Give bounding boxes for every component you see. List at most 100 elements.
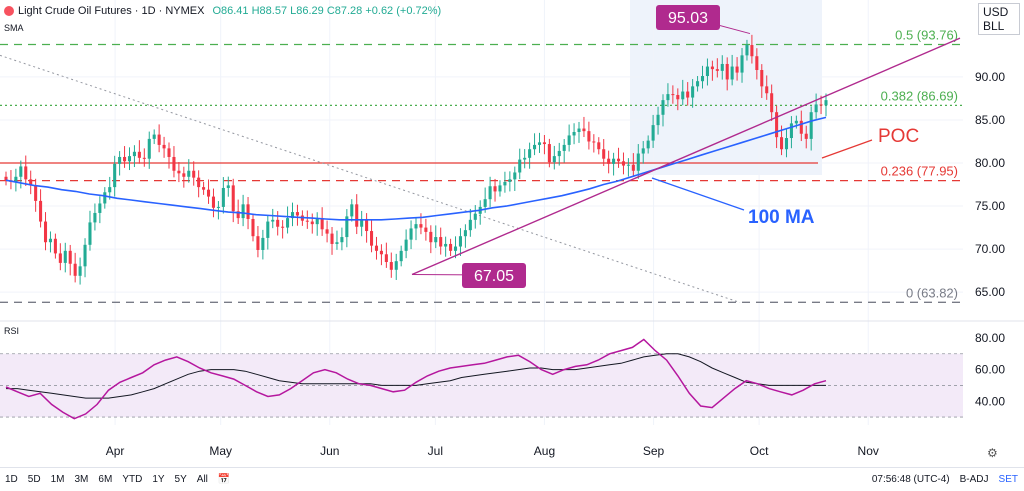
candle-body — [740, 55, 744, 73]
candle-body — [389, 262, 393, 270]
candle-body — [340, 237, 344, 243]
candle-body — [419, 224, 423, 228]
y-tick-label: 90.00 — [975, 70, 1005, 84]
candle-body — [384, 254, 388, 263]
candle-body — [720, 63, 724, 71]
candle-body — [147, 138, 151, 159]
time-axis: Apr May Jun Jul Aug Sep Oct Nov — [106, 444, 879, 458]
candle-body — [513, 172, 517, 180]
candle-body — [804, 133, 808, 139]
candle-body — [221, 187, 225, 207]
candle-body — [542, 142, 546, 145]
rsi-line — [5, 338, 827, 420]
candle-body — [616, 158, 621, 162]
candle-body — [34, 185, 38, 201]
timeframe-1m[interactable]: 1M — [50, 474, 65, 485]
set-button[interactable]: SET — [998, 474, 1018, 485]
candle-body — [434, 237, 438, 243]
candle-body — [305, 220, 309, 222]
candle-body — [19, 166, 23, 177]
candle-body — [597, 142, 601, 150]
candle-body — [780, 137, 784, 150]
candle-body — [429, 231, 433, 243]
candle-body — [68, 250, 72, 264]
candle-body — [330, 233, 334, 244]
ma-series — [5, 116, 827, 221]
x-tick-label: Nov — [858, 444, 879, 458]
candle-body — [113, 163, 117, 188]
candle-body — [24, 166, 28, 180]
fib-level-label: 0.382 (86.69) — [881, 88, 958, 103]
candle-body — [523, 157, 527, 160]
candle-body — [58, 253, 62, 263]
timeframe-ytd[interactable]: YTD — [122, 474, 143, 485]
gear-icon[interactable]: ⚙ — [987, 446, 998, 460]
candle-body — [88, 222, 92, 245]
candle-body — [508, 179, 512, 182]
candle-body — [162, 144, 166, 149]
candle-body — [755, 56, 759, 70]
timeframe-5y[interactable]: 5Y — [174, 474, 187, 485]
badj-button[interactable]: B-ADJ — [959, 474, 989, 485]
candle-body — [394, 261, 398, 270]
currency-unit[interactable]: BLL — [983, 19, 1005, 33]
candle-body — [142, 157, 146, 159]
rsi-tick-label: 60.00 — [975, 363, 1005, 377]
candle-body — [533, 144, 537, 150]
candle-body — [370, 231, 374, 246]
candle-body — [547, 144, 551, 163]
candle-body — [641, 148, 645, 154]
candle-body — [39, 200, 43, 222]
timeframe-3m[interactable]: 3M — [74, 474, 89, 485]
rsi-pane: 80.00 60.00 40.00 — [0, 331, 1005, 420]
candle-body — [587, 131, 591, 142]
candle-body — [621, 161, 626, 166]
candle-body — [770, 93, 774, 113]
ascending-trendline — [411, 37, 961, 276]
candle-body — [557, 150, 561, 157]
candle-body — [256, 236, 260, 250]
fib-level-label: 0.236 (77.95) — [881, 164, 958, 179]
candle-body — [335, 242, 339, 244]
currency-selector[interactable]: USD BLL — [978, 3, 1020, 35]
calendar-icon[interactable]: 📅 — [217, 474, 231, 485]
candle-body — [379, 250, 383, 255]
candle-body — [123, 156, 127, 162]
candle-body — [202, 187, 206, 190]
candle-body — [735, 66, 739, 73]
fib-level-label: 0 (63.82) — [906, 285, 958, 300]
y-tick-label: 65.00 — [975, 285, 1005, 299]
candle-body — [43, 221, 48, 243]
candle-body — [187, 170, 191, 177]
candle-body — [192, 170, 196, 178]
candle-body — [365, 218, 369, 232]
currency-usd[interactable]: USD — [983, 5, 1009, 19]
candle-body — [503, 181, 507, 186]
candle-body — [118, 156, 122, 164]
candle-body — [750, 45, 754, 57]
candle-body — [483, 199, 487, 207]
timeframe-1y[interactable]: 1Y — [152, 474, 165, 485]
timeframe-1d[interactable]: 1D — [5, 474, 18, 485]
timeframe-all[interactable]: All — [196, 474, 208, 485]
candle-body — [320, 218, 324, 230]
candle-body — [799, 120, 803, 134]
indicator-label-sma[interactable]: SMA — [4, 23, 24, 33]
candle-body — [715, 69, 719, 71]
y-tick-label: 85.00 — [975, 113, 1005, 127]
candle-body — [399, 250, 403, 262]
timeframe-6m[interactable]: 6M — [98, 474, 113, 485]
candle-body — [612, 158, 616, 164]
candle-body — [468, 219, 472, 231]
candle-body — [439, 237, 443, 247]
candle-body — [814, 104, 818, 113]
clock[interactable]: 07:56:48 (UTC-4) — [871, 474, 950, 485]
indicator-label-rsi[interactable]: RSI — [4, 326, 20, 336]
candle-body — [824, 100, 828, 106]
timeframe-5d[interactable]: 5D — [27, 474, 41, 485]
candle-body — [562, 144, 566, 151]
candle-body — [360, 218, 364, 227]
candle-body — [666, 94, 670, 101]
candle-body — [646, 140, 650, 149]
rsi-tick-label: 40.00 — [975, 394, 1005, 408]
